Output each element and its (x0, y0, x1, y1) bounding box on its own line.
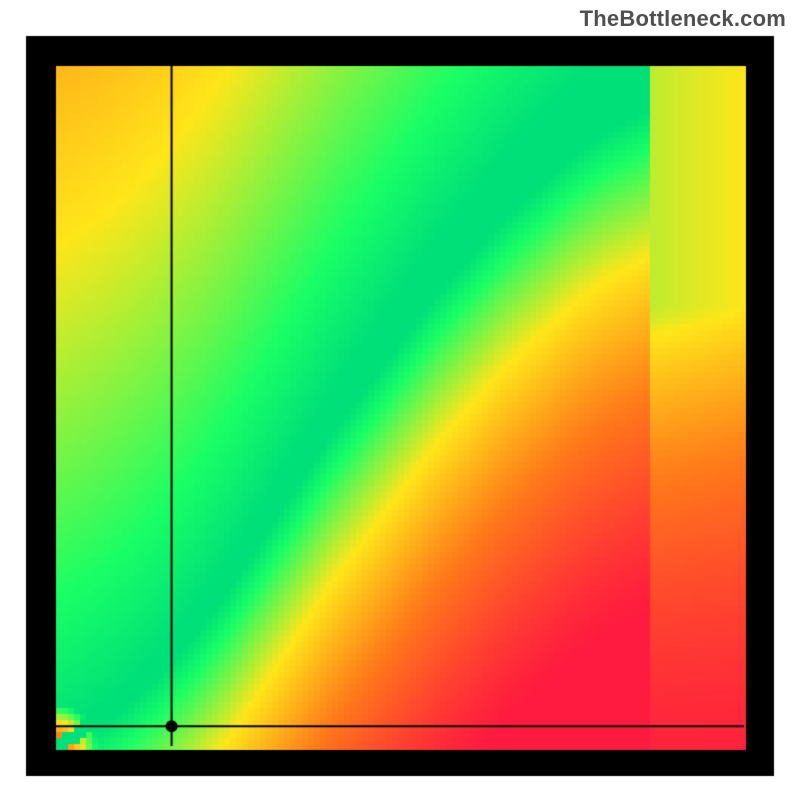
chart-container: TheBottleneck.com (0, 0, 800, 800)
bottleneck-heatmap-canvas (0, 0, 800, 800)
watermark-text: TheBottleneck.com (580, 6, 786, 32)
